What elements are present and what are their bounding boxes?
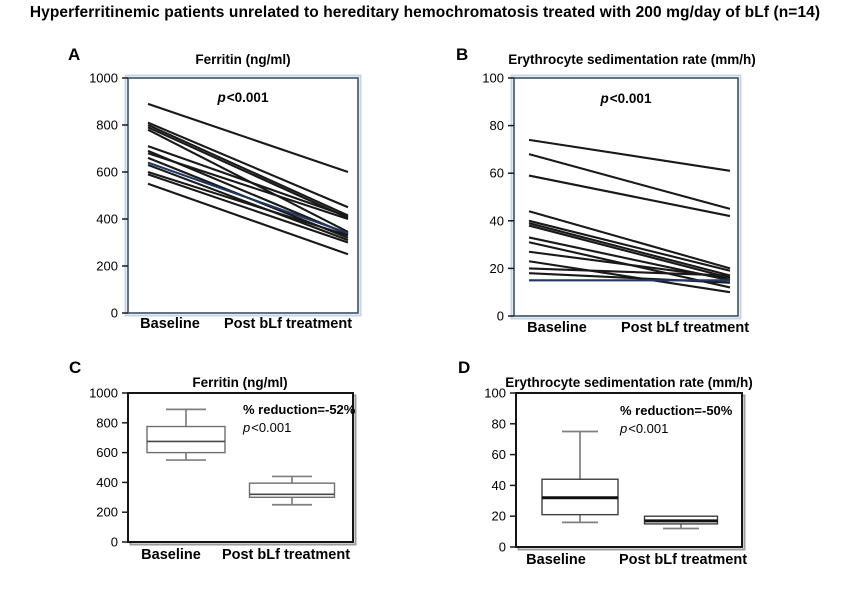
panel-esr-slope: 0 20 40 60 80 100 B Erythrocyte sedimentation… xyxy=(445,45,793,350)
p-value: <0.001 xyxy=(628,420,669,436)
svg-text:400: 400 xyxy=(96,212,118,227)
panel-title-d: Erythrocyte sedimentation rate (mm/h) xyxy=(505,375,753,390)
panel-title-a: Ferritin (ng/ml) xyxy=(195,52,291,67)
panel-title-b: Erythrocyte sedimentation rate (mm/h) xyxy=(508,52,756,67)
reduction-annotation-c: % reduction=-52% p<0.001 xyxy=(243,401,355,436)
p-value-annotation-a: p<0.001 xyxy=(128,90,358,105)
svg-text:0: 0 xyxy=(111,535,118,550)
panel-letter-d: D xyxy=(458,358,471,377)
svg-text:20: 20 xyxy=(490,261,504,276)
x-label-post-b: Post bLf treatment xyxy=(620,320,750,336)
p-symbol: p xyxy=(217,90,226,105)
reduction-annotation-d: % reduction=-50% p<0.001 xyxy=(620,402,732,437)
svg-text:1000: 1000 xyxy=(89,386,118,401)
svg-text:1000: 1000 xyxy=(89,71,118,86)
svg-text:400: 400 xyxy=(96,475,118,490)
panel-letter-a: A xyxy=(68,45,81,64)
panel-letter-b: B xyxy=(456,45,469,64)
x-label-baseline-a: Baseline xyxy=(140,316,200,332)
svg-text:80: 80 xyxy=(492,416,506,431)
p-symbol: p xyxy=(243,419,251,435)
x-label-post-a: Post bLf treatment xyxy=(223,316,353,332)
panel-ferritin-box: 0 200 400 600 800 1000 C Ferritin (ng/ml) % r… xyxy=(60,352,395,582)
p-value-line: p<0.001 xyxy=(243,419,355,437)
panel-title-c: Ferritin (ng/ml) xyxy=(192,375,288,390)
p-value: <0.001 xyxy=(251,419,292,435)
svg-text:200: 200 xyxy=(96,505,118,520)
x-label-baseline-b: Baseline xyxy=(527,320,587,336)
svg-text:40: 40 xyxy=(490,213,504,228)
p-symbol: p xyxy=(600,91,609,106)
panel-esr-box: 0 20 40 60 80 100 D Erythrocyte sedimentation… xyxy=(445,352,793,584)
reduction-text: % reduction=-52% xyxy=(243,402,356,417)
svg-text:800: 800 xyxy=(96,118,118,133)
panel-ferritin-slope: 0 200 400 600 800 1000 A Ferritin (ng/ml) p<0… xyxy=(60,45,395,345)
svg-text:600: 600 xyxy=(96,445,118,460)
svg-text:80: 80 xyxy=(490,118,504,133)
svg-text:600: 600 xyxy=(96,165,118,180)
svg-text:20: 20 xyxy=(492,509,506,524)
x-label-baseline-d: Baseline xyxy=(526,552,586,568)
svg-text:0: 0 xyxy=(111,306,118,321)
p-value-line: p<0.001 xyxy=(620,420,732,438)
svg-text:60: 60 xyxy=(492,447,506,462)
x-label-post-d: Post bLf treatment xyxy=(618,552,748,568)
svg-text:800: 800 xyxy=(96,415,118,430)
p-value: <0.001 xyxy=(226,90,269,105)
figure-title: Hyperferritinemic patients unrelated to … xyxy=(29,4,821,21)
svg-text:0: 0 xyxy=(497,309,504,324)
x-label-baseline-c: Baseline xyxy=(141,547,201,563)
svg-text:0: 0 xyxy=(499,540,506,555)
svg-text:100: 100 xyxy=(484,386,506,401)
p-value: <0.001 xyxy=(609,91,652,106)
ferritin-box-chart: 0 200 400 600 800 1000 xyxy=(89,386,357,550)
panel-letter-c: C xyxy=(69,358,82,377)
ferritin-slope-chart: 0 200 400 600 800 1000 xyxy=(89,71,362,321)
svg-text:40: 40 xyxy=(492,478,506,493)
svg-text:60: 60 xyxy=(490,166,504,181)
reduction-text: % reduction=-50% xyxy=(620,403,733,418)
x-label-post-c: Post bLf treatment xyxy=(221,547,351,563)
esr-slope-chart: 0 20 40 60 80 100 xyxy=(482,71,742,324)
esr-box-chart: 0 20 40 60 80 100 xyxy=(484,386,746,555)
p-value-annotation-b: p<0.001 xyxy=(514,91,738,106)
svg-text:200: 200 xyxy=(96,259,118,274)
svg-text:100: 100 xyxy=(482,71,504,86)
p-symbol: p xyxy=(620,420,628,436)
